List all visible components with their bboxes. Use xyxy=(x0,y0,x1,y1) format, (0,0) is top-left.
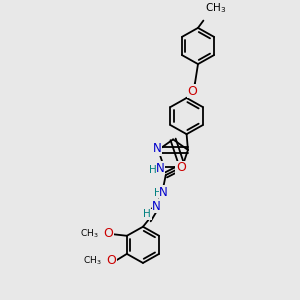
Text: O: O xyxy=(176,161,186,174)
Text: N: N xyxy=(152,200,161,213)
Text: CH$_3$: CH$_3$ xyxy=(83,254,101,267)
Text: N: N xyxy=(159,186,168,199)
Text: O: O xyxy=(188,85,197,98)
Text: H: H xyxy=(149,165,157,175)
Text: O: O xyxy=(106,254,116,267)
Text: N: N xyxy=(156,162,165,175)
Text: N: N xyxy=(153,142,162,155)
Text: H: H xyxy=(154,188,162,198)
Text: H: H xyxy=(143,209,151,219)
Text: CH$_3$: CH$_3$ xyxy=(80,227,98,240)
Text: O: O xyxy=(103,227,113,240)
Text: CH$_3$: CH$_3$ xyxy=(205,2,226,15)
